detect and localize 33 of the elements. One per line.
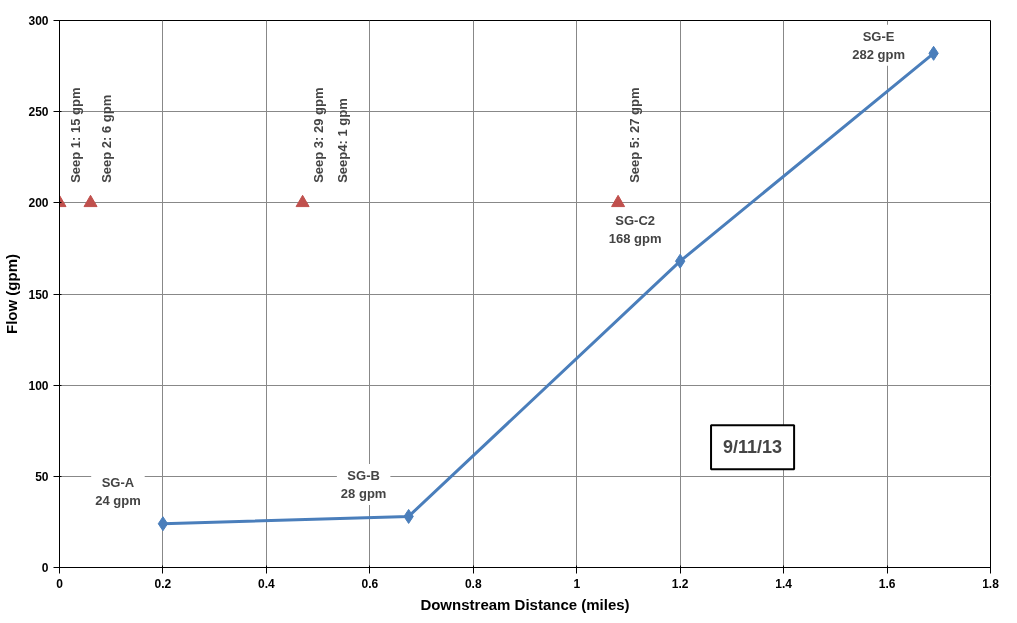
x-tick-label: 0.8 xyxy=(464,576,482,591)
y-tick-label: 0 xyxy=(41,561,49,575)
x-tick-label: 1 xyxy=(573,576,581,591)
annotation: Seep 5: 27 gpm xyxy=(626,87,642,183)
y-tick-label: 150 xyxy=(28,287,49,302)
annotation: Seep 1: 15 gpm xyxy=(68,87,83,183)
annotation: SG-C2 168 gpm xyxy=(608,212,662,246)
y-axis-title: Flow (gpm) xyxy=(3,254,21,334)
x-tick-label: 0.6 xyxy=(361,576,379,591)
annotation: 9/11/13 xyxy=(723,437,783,458)
x-tick-label: 1.2 xyxy=(671,576,689,591)
y-tick-label: 50 xyxy=(35,469,49,484)
x-tick-label: 1.6 xyxy=(878,576,896,591)
x-tick-label: 0 xyxy=(56,576,64,591)
x-axis-title: Downstream Distance (miles) xyxy=(420,595,630,613)
annotation: SG-A 24 gpm xyxy=(95,475,141,509)
annotation: Seep4: 1 gpm xyxy=(335,98,351,183)
point xyxy=(83,194,98,208)
point xyxy=(295,194,310,208)
annotation: SG-B 28 gpm xyxy=(340,467,387,501)
annotation: Seep 2: 6 gpm xyxy=(99,94,115,183)
x-tick-label: 0.2 xyxy=(154,576,172,591)
y-tick-label: 250 xyxy=(28,105,49,120)
point xyxy=(611,194,626,208)
x-tick-label: 0.4 xyxy=(258,576,276,591)
y-tick-label: 200 xyxy=(28,196,49,211)
x-tick-label: 1.4 xyxy=(775,576,793,591)
y-tick-label: 100 xyxy=(28,378,49,393)
x-tick-label: 1.8 xyxy=(982,576,1000,591)
annotation: SG-E 282 gpm xyxy=(852,28,905,62)
y-tick-label: 300 xyxy=(28,14,49,28)
annotation: Seep 3: 29 gpm xyxy=(311,87,327,183)
point xyxy=(157,516,169,532)
